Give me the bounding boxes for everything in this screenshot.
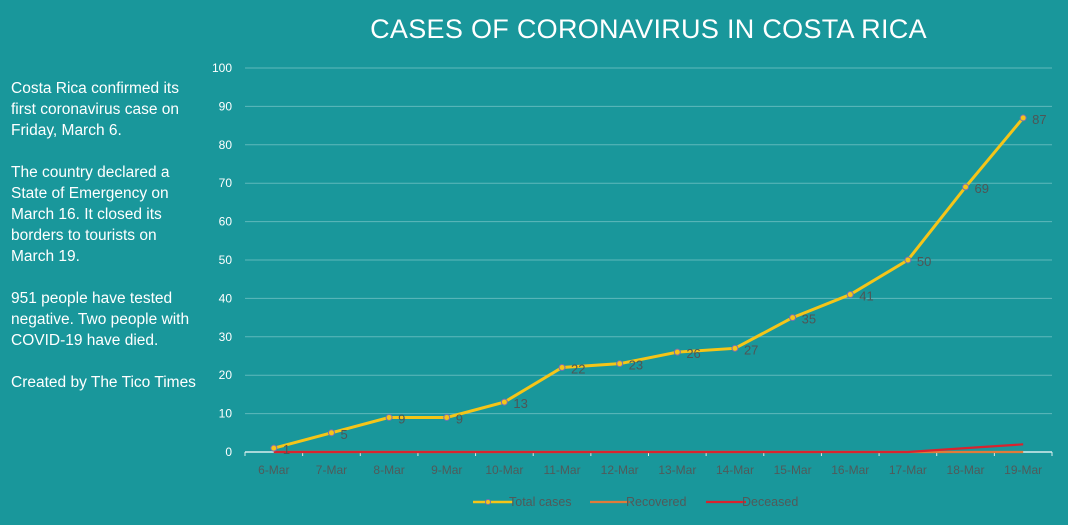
x-tick-label: 16-Mar — [831, 463, 869, 477]
y-tick-label: 40 — [219, 291, 233, 305]
data-label: 26 — [686, 346, 700, 361]
data-point — [846, 291, 854, 299]
data-label: 13 — [513, 396, 527, 411]
x-tick-label: 19-Mar — [1004, 463, 1042, 477]
legend-label: Total cases — [509, 495, 572, 509]
data-label: 27 — [744, 342, 758, 357]
data-label: 35 — [802, 312, 816, 327]
x-tick-label: 6-Mar — [258, 463, 289, 477]
note-first-case: Costa Rica confirmed its first coronavir… — [11, 80, 179, 139]
data-point — [500, 398, 508, 406]
x-tick-label: 12-Mar — [601, 463, 639, 477]
data-point — [1019, 114, 1027, 122]
legend-label: Recovered — [626, 495, 686, 509]
chart-title: CASES OF CORONAVIRUS IN COSTA RICA — [370, 14, 927, 44]
y-tick-label: 90 — [219, 99, 233, 113]
x-tick-label: 18-Mar — [947, 463, 985, 477]
x-tick-label: 9-Mar — [431, 463, 462, 477]
data-label: 50 — [917, 254, 931, 269]
x-tick-label: 13-Mar — [658, 463, 696, 477]
y-tick-label: 70 — [219, 176, 233, 190]
y-tick-label: 20 — [219, 368, 233, 382]
x-tick-label: 10-Mar — [485, 463, 523, 477]
data-label: 1 — [283, 442, 290, 457]
data-point — [962, 183, 970, 191]
data-point — [789, 314, 797, 322]
y-tick-label: 80 — [219, 138, 233, 152]
data-label: 41 — [859, 289, 873, 304]
data-point — [270, 444, 278, 452]
x-tick-label: 15-Mar — [774, 463, 812, 477]
data-label: 87 — [1032, 112, 1046, 127]
x-tick-label: 11-Mar — [543, 463, 580, 477]
series-line-deceased — [273, 443, 1024, 454]
note-credit: Created by The Tico Times — [11, 374, 196, 391]
series-line-total-cases — [273, 116, 1025, 450]
x-tick-label: 8-Mar — [373, 463, 404, 477]
note-emergency: The country declared a State of Emergenc… — [11, 164, 170, 265]
y-tick-label: 10 — [219, 407, 233, 421]
data-point — [327, 429, 335, 437]
data-label: 5 — [340, 427, 347, 442]
data-label: 9 — [456, 411, 463, 426]
legend-marker — [485, 499, 491, 505]
data-point — [673, 348, 681, 356]
data-label: 22 — [571, 362, 585, 377]
x-tick-label: 14-Mar — [716, 463, 754, 477]
data-label: 23 — [629, 358, 643, 373]
data-point — [558, 364, 566, 372]
note-tests: 951 people have tested negative. Two peo… — [11, 290, 190, 349]
data-label: 69 — [975, 181, 989, 196]
data-point — [731, 344, 739, 352]
y-tick-label: 0 — [225, 445, 232, 459]
sidebar-notes: Costa Rica confirmed its first coronavir… — [11, 78, 196, 414]
y-tick-label: 60 — [219, 215, 233, 229]
y-tick-label: 100 — [212, 61, 232, 75]
data-point — [616, 360, 624, 368]
data-point — [385, 413, 393, 421]
data-point — [443, 413, 451, 421]
legend-label: Deceased — [742, 495, 798, 509]
x-tick-label: 7-Mar — [316, 463, 347, 477]
x-tick-label: 17-Mar — [889, 463, 927, 477]
y-tick-label: 50 — [219, 253, 233, 267]
y-tick-label: 30 — [219, 330, 233, 344]
data-point — [904, 256, 912, 264]
data-label: 9 — [398, 411, 405, 426]
